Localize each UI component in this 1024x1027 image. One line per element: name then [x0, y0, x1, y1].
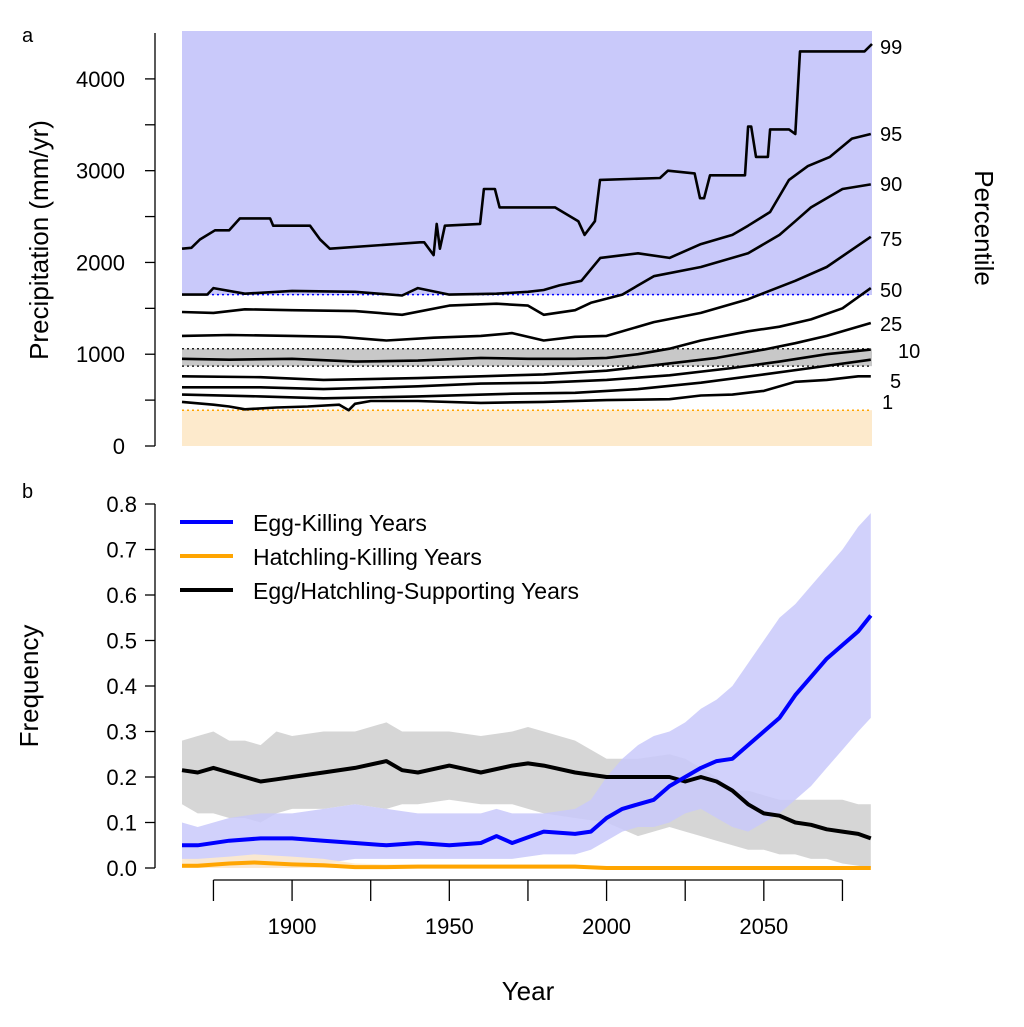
y-tick-label: 0.3 — [106, 720, 137, 745]
y-tick-label: 0.6 — [106, 583, 137, 608]
y-tick-label: 0.7 — [106, 538, 137, 563]
x-tick-label: 1950 — [425, 914, 474, 939]
panel-a-label: a — [22, 25, 34, 47]
legend-label-hatchling: Hatchling-Killing Years — [253, 544, 482, 570]
y-tick-label: 0.4 — [106, 674, 137, 699]
percentile-label-1: 1 — [882, 392, 893, 414]
percentile-line-99 — [181, 43, 873, 257]
egg-killing-zone — [182, 31, 872, 295]
x-tick-label: 2050 — [739, 914, 788, 939]
percentile-label-95: 95 — [880, 124, 902, 146]
y-tick-label: 0.5 — [106, 629, 137, 654]
y-tick-label: 0.8 — [106, 492, 137, 517]
y-tick-label: 0.0 — [106, 856, 137, 881]
legend-label-supporting: Egg/Hatchling-Supporting Years — [253, 578, 579, 604]
percentile-label-25: 25 — [880, 314, 902, 336]
y-tick-label: 2000 — [76, 250, 125, 275]
y-tick-label: 4000 — [76, 67, 125, 92]
y-tick-label: 0 — [113, 434, 125, 459]
y-tick-label: 0.2 — [106, 765, 137, 790]
panel-b-label: b — [22, 481, 33, 503]
series-line-0 — [182, 614, 873, 848]
panel-b-frequency: b 0.0 0.1 0.2 0.3 0.4 0.5 0.6 0.7 0.8 1900 1950 200… — [14, 481, 873, 1006]
legend-label-egg: Egg-Killing Years — [253, 510, 427, 536]
hatchling-killing-zone — [182, 410, 872, 446]
panel-b-ylabel: Frequency — [14, 625, 44, 748]
percentile-line-95 — [182, 132, 872, 297]
legend: Egg-Killing Years Hatchling-Killing Year… — [180, 510, 579, 604]
y-tick-label: 0.1 — [106, 811, 137, 836]
y-tick-label: 3000 — [76, 159, 125, 184]
ci-band-1 — [182, 854, 871, 868]
series-line-1 — [182, 860, 871, 870]
percentile-line-90 — [181, 183, 872, 317]
percentile-line-5 — [181, 358, 871, 400]
percentile-line-75 — [181, 235, 872, 342]
percentile-line-1 — [181, 375, 871, 412]
panel-a-ylabel: Precipitation (mm/yr) — [24, 120, 54, 360]
ci-band-2 — [182, 722, 871, 868]
y-tick-label: 1000 — [76, 342, 125, 367]
percentile-line-50 — [181, 287, 872, 363]
percentile-label-90: 90 — [880, 174, 902, 196]
percentile-label-75: 75 — [880, 229, 902, 251]
x-tick-label: 2000 — [582, 914, 631, 939]
percentile-line-10 — [182, 348, 871, 391]
percentile-line-25 — [181, 321, 872, 382]
percentile-label-99: 99 — [880, 37, 902, 59]
percentile-label-50: 50 — [880, 280, 902, 302]
percentile-label-5: 5 — [890, 371, 901, 393]
panel-a-precipitation: a 0 1000 2000 3000 4000 99 95 90 75 50 25 10… — [22, 25, 999, 459]
percentile-label-10: 10 — [898, 341, 920, 363]
x-axis-title: Year — [502, 976, 555, 1006]
series-line-2 — [181, 759, 872, 841]
right-axis-title: Percentile — [969, 170, 999, 286]
x-tick-label: 1900 — [268, 914, 317, 939]
